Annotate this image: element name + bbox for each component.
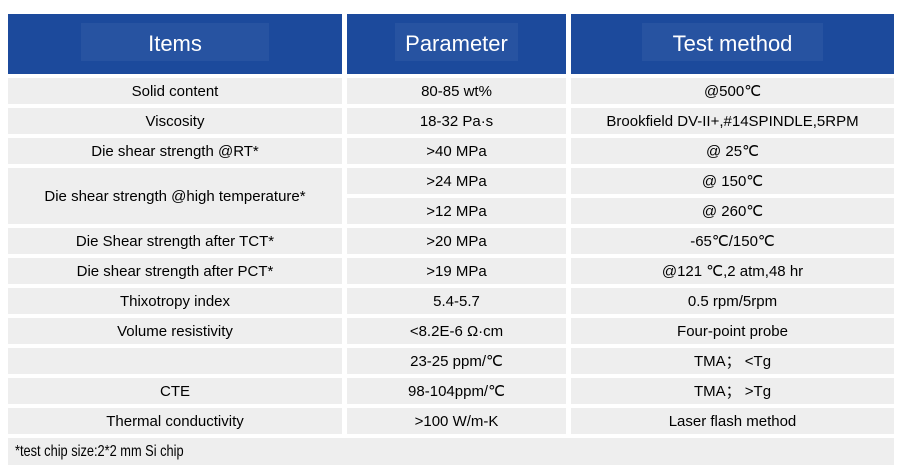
footnote-text: *test chip size:2*2 mm Si chip [15,442,184,460]
test-method-cell: @121 ℃,2 atm,48 hr [571,258,894,284]
parameter-cell: 5.4-5.7 [347,288,566,314]
test-method-cell: Brookfield DV-II+,#14SPINDLE,5RPM [571,108,894,134]
parameter-cell: >20 MPa [347,228,566,254]
item-cell: Thermal conductivity [8,408,342,434]
header-cell-test-method: Test method [571,14,894,74]
header-test-method-label: Test method [672,31,793,56]
item-cell: Viscosity [8,108,342,134]
parameter-cell: 23-25 ppm/℃ [347,348,566,374]
item-cell-merged: Die shear strength @high temperature* [8,168,342,224]
footnote-row: *test chip size:2*2 mm Si chip [8,438,894,465]
test-method-cell: -65℃/150℃ [571,228,894,254]
specification-table: Items Parameter Test method Solid conten… [8,14,894,465]
item-cell: Thixotropy index [8,288,342,314]
parameter-cell: >100 W/m-K [347,408,566,434]
test-method-cell: Laser flash method [571,408,894,434]
header-cell-parameter: Parameter [347,14,566,74]
item-cell: Solid content [8,78,342,104]
parameter-cell: <8.2E-6 Ω·cm [347,318,566,344]
parameter-cell: 80-85 wt% [347,78,566,104]
item-cell: Die shear strength after PCT* [8,258,342,284]
item-cell: CTE [8,378,342,404]
item-cell-empty [8,348,342,374]
item-cell: Die shear strength @RT* [8,138,342,164]
test-method-cell: TMA； >Tg [571,378,894,404]
test-method-cell: @ 260℃ [571,198,894,224]
parameter-cell: >19 MPa [347,258,566,284]
test-method-cell: @500℃ [571,78,894,104]
test-method-cell: 0.5 rpm/5rpm [571,288,894,314]
item-cell: Volume resistivity [8,318,342,344]
header-items-label: Items [148,31,202,56]
test-method-cell: @ 25℃ [571,138,894,164]
header-parameter-label: Parameter [405,31,508,56]
parameter-cell: 18-32 Pa·s [347,108,566,134]
parameter-cell: >40 MPa [347,138,566,164]
item-cell: Die Shear strength after TCT* [8,228,342,254]
test-method-cell: Four-point probe [571,318,894,344]
test-method-cell: @ 150℃ [571,168,894,194]
parameter-cell: >24 MPa [347,168,566,194]
header-cell-items: Items [8,14,342,74]
parameter-cell: >12 MPa [347,198,566,224]
parameter-cell: 98-104ppm/℃ [347,378,566,404]
test-method-cell: TMA； <Tg [571,348,894,374]
